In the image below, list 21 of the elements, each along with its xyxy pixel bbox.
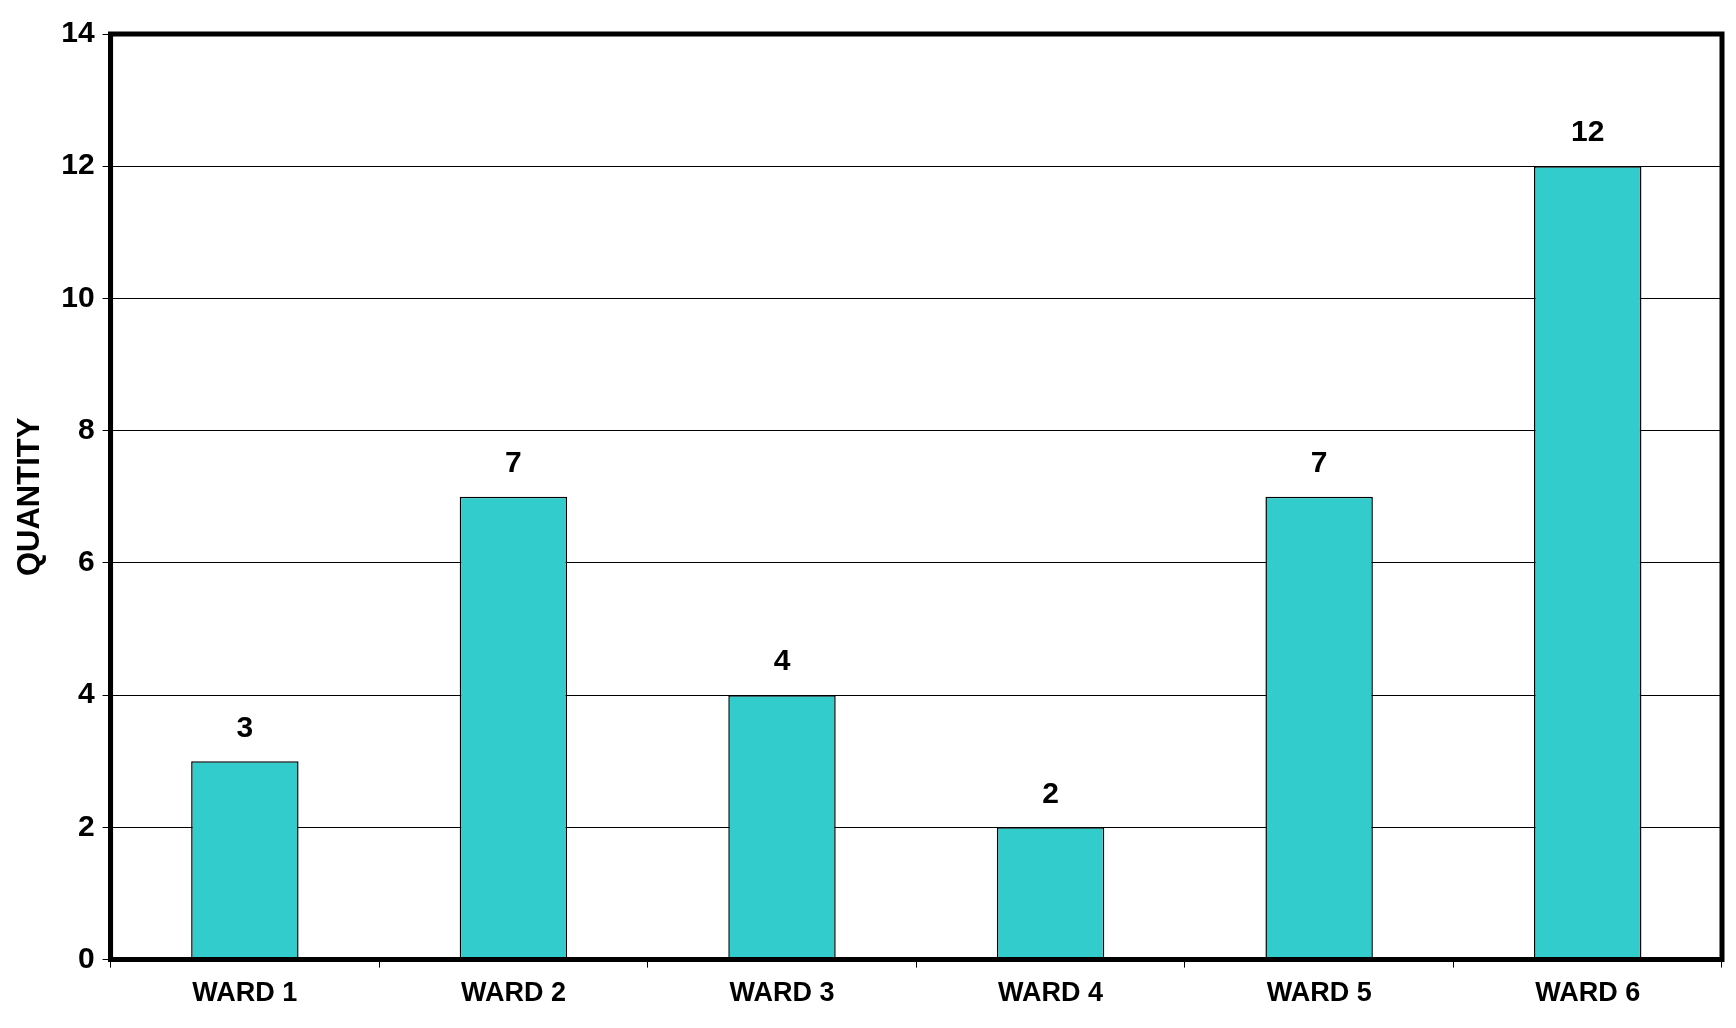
- y-tick-label: 10: [61, 279, 95, 313]
- y-tick-label: 2: [77, 808, 95, 842]
- data-label: 7: [505, 445, 522, 479]
- x-tick-label: WARD 3: [729, 977, 835, 1008]
- y-tick-label: 8: [77, 411, 95, 445]
- y-tick-label: 12: [61, 147, 95, 181]
- y-tick-label: 4: [77, 676, 95, 710]
- data-label: 3: [236, 709, 254, 743]
- x-tick-label: WARD 6: [1535, 977, 1641, 1008]
- x-tick-label: WARD 4: [998, 977, 1104, 1008]
- y-tick-label: 0: [77, 940, 95, 974]
- data-label: 12: [1571, 114, 1605, 148]
- y-tick-label: 6: [77, 544, 95, 578]
- y-tick-label: 14: [61, 15, 95, 49]
- x-tick-label: WARD 1: [192, 977, 298, 1008]
- data-label: 7: [1310, 445, 1328, 479]
- data-label: 2: [1042, 775, 1059, 809]
- x-tick-label: WARD 5: [1266, 977, 1372, 1008]
- x-tick-label: WARD 2: [460, 977, 566, 1008]
- y-axis-title: QUANTITY: [11, 417, 47, 577]
- data-label: 4: [773, 643, 791, 677]
